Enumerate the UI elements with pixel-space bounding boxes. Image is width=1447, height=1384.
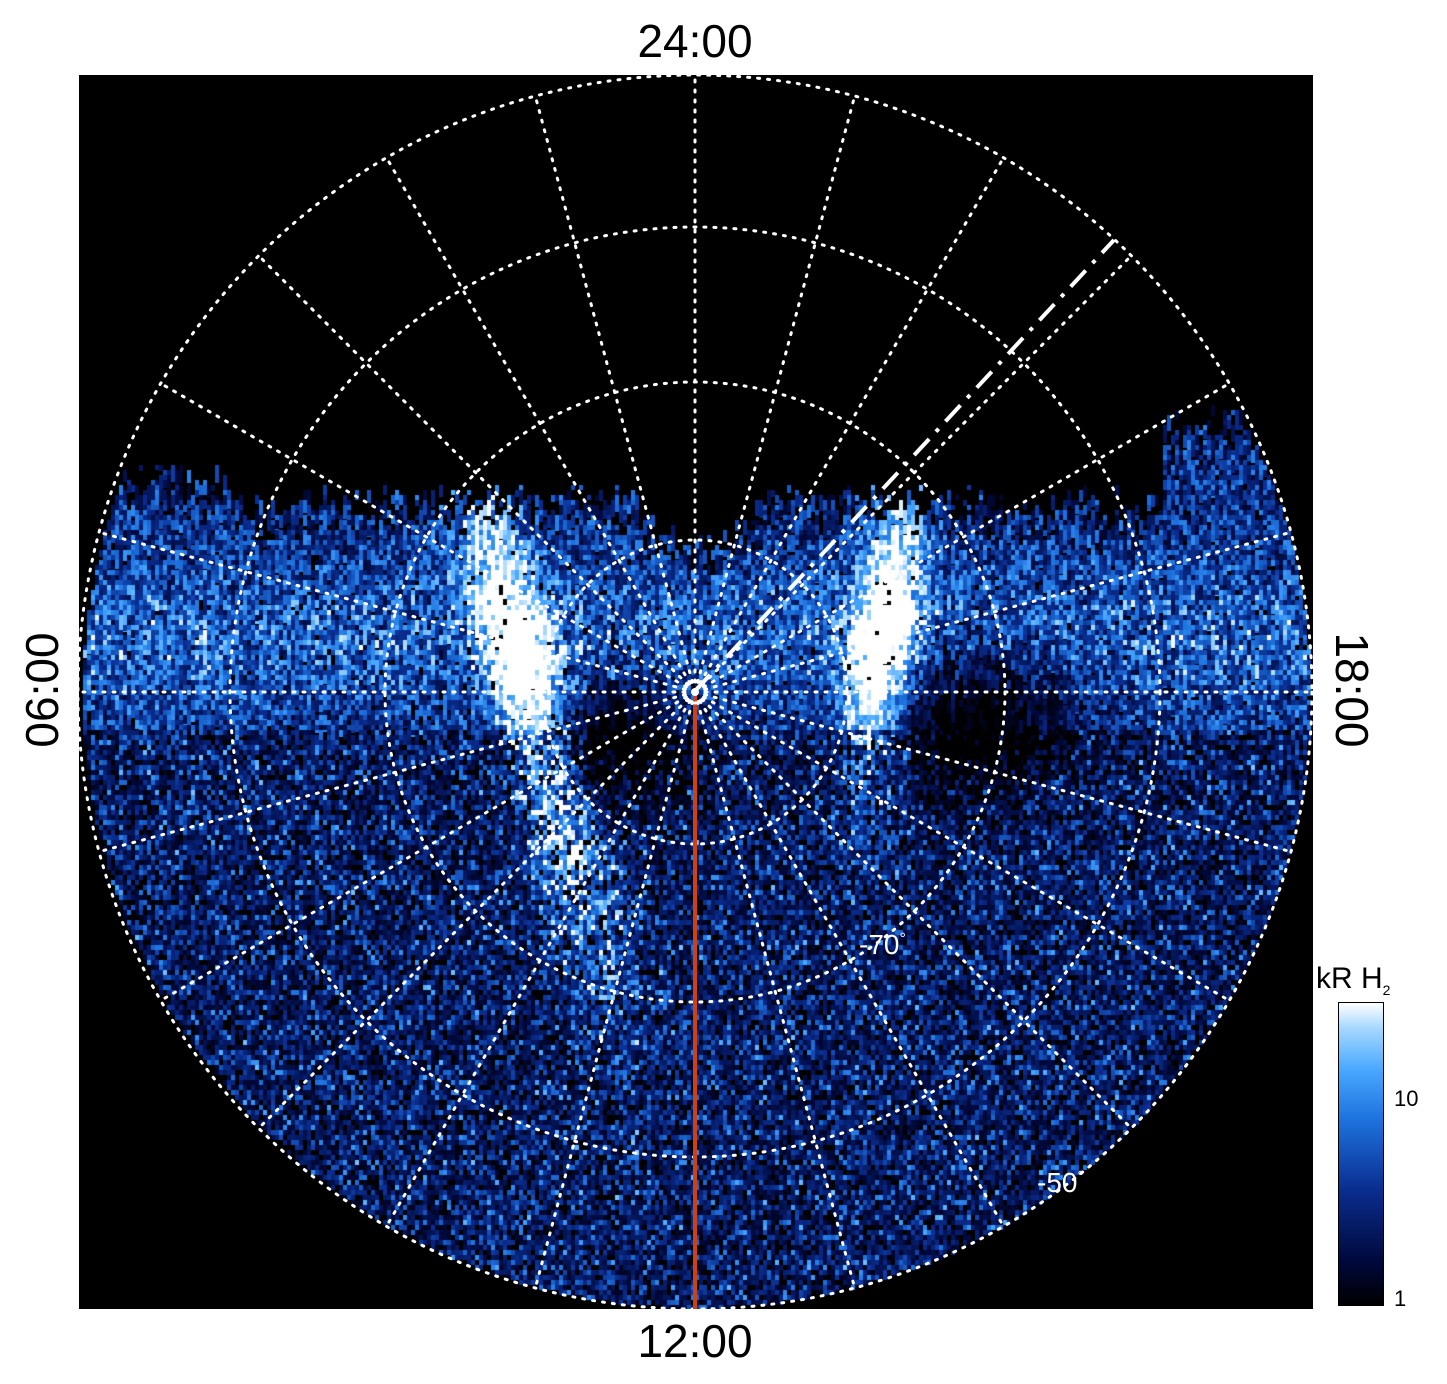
time-label-noon: 12:00 (637, 1315, 753, 1367)
meridian-line-19 (693, 94, 857, 694)
time-label-dawn: 06:00 (16, 632, 68, 748)
meridian-line-15 (257, 254, 697, 694)
pole-marker-inner (691, 688, 699, 696)
meridian-line-9 (257, 690, 697, 1130)
latitude-circle-3 (79, 75, 1313, 1309)
colorbar-tick-10: 10 (1394, 1086, 1419, 1111)
polar-grid-overlay (79, 75, 1313, 1309)
meridian-line-8 (385, 690, 697, 1228)
meridian-line-16 (385, 156, 697, 694)
auroral-polar-projection: -70° -50° (79, 75, 1313, 1309)
meridian-line-14 (159, 382, 697, 694)
colorbar-title: kR H2 (1316, 962, 1391, 998)
meridian-line-4 (693, 690, 1005, 1228)
latitude-label-50: -50° (1037, 1167, 1084, 1198)
time-label-midnight: 24:00 (637, 15, 753, 67)
colorbar (1338, 1002, 1384, 1306)
meridian-line-23 (693, 530, 1293, 694)
meridian-line-17 (533, 94, 697, 694)
meridian-line-11 (97, 690, 697, 854)
latitude-label-70: -70° (859, 929, 906, 960)
dashed-reference-line (693, 238, 1116, 693)
colorbar-tick-1: 1 (1394, 1286, 1407, 1311)
meridian-line-3 (693, 690, 1133, 1130)
meridian-line-10 (159, 690, 697, 1002)
meridian-line-1 (693, 690, 1293, 854)
meridian-line-13 (97, 530, 697, 694)
meridian-line-5 (693, 690, 857, 1290)
meridian-line-21 (693, 254, 1133, 694)
meridian-line-2 (693, 690, 1231, 1002)
meridian-line-22 (693, 382, 1231, 694)
meridian-line-7 (533, 690, 697, 1290)
meridian-line-20 (693, 156, 1005, 694)
pole-marker (682, 679, 708, 705)
time-label-dusk: 18:00 (1326, 632, 1378, 748)
